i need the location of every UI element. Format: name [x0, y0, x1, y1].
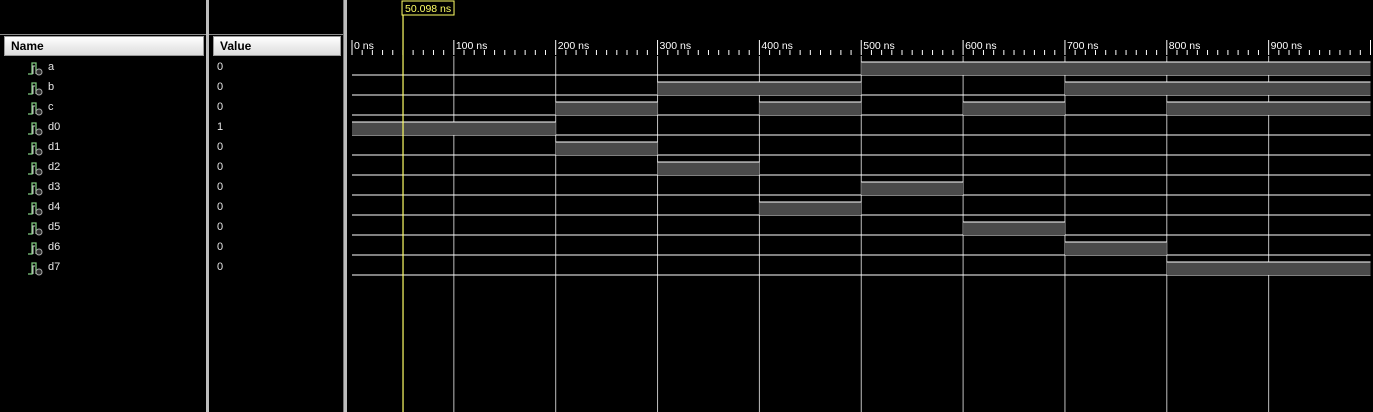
- time-tick-label: 800 ns: [1169, 40, 1201, 52]
- signal-name: d2: [48, 161, 61, 173]
- name-column-header[interactable]: Name: [4, 36, 204, 56]
- signal-value: 0: [217, 61, 224, 73]
- value-row-d1[interactable]: 0: [209, 138, 343, 158]
- value-row-d6[interactable]: 0: [209, 238, 343, 258]
- signal-row-d3[interactable]: d3: [0, 178, 206, 198]
- waveform-high-d0: [352, 122, 556, 135]
- cursor-label-box: [401, 0, 455, 16]
- signal-row-d5[interactable]: d5: [0, 218, 206, 238]
- value-column-header[interactable]: Value: [213, 36, 341, 56]
- signal-icon: [27, 240, 43, 256]
- time-tick-label: 600 ns: [965, 40, 997, 52]
- signal-value: 0: [217, 261, 224, 273]
- signal-row-b[interactable]: b: [0, 78, 206, 98]
- value-row-c[interactable]: 0: [209, 98, 343, 118]
- signal-icon: [27, 140, 43, 156]
- signal-names-pane: Name a b c d0 d1 d2 d3 d4 d5 d6 d7: [0, 0, 207, 412]
- waveform-high-c: [759, 102, 862, 115]
- signal-row-d6[interactable]: d6: [0, 238, 206, 258]
- signal-value: 0: [217, 141, 224, 153]
- waveform-high-b: [657, 82, 862, 95]
- signal-name: b: [48, 81, 55, 93]
- waveform-high-b: [1064, 82, 1371, 95]
- names-top-area: [0, 0, 206, 35]
- signal-icon: [27, 160, 43, 176]
- value-row-d2[interactable]: 0: [209, 158, 343, 178]
- signal-value: 0: [217, 241, 224, 253]
- signal-name: c: [48, 101, 54, 113]
- signal-row-d7[interactable]: d7: [0, 258, 206, 278]
- signal-icon: [27, 120, 43, 136]
- waveform-high-c: [963, 102, 1065, 115]
- values-top-area: [209, 0, 343, 35]
- signal-icon: [27, 260, 43, 276]
- value-row-a[interactable]: 0: [209, 58, 343, 78]
- waveform-high-d2: [657, 162, 760, 175]
- value-row-d7[interactable]: 0: [209, 258, 343, 278]
- waveform-high-d5: [963, 222, 1065, 235]
- value-row-d3[interactable]: 0: [209, 178, 343, 198]
- signal-name: d0: [48, 121, 61, 133]
- time-tick-label: 300 ns: [660, 40, 692, 52]
- signal-name: d3: [48, 181, 61, 193]
- value-row-b[interactable]: 0: [209, 78, 343, 98]
- signal-value: 0: [217, 101, 224, 113]
- signal-row-d4[interactable]: d4: [0, 198, 206, 218]
- waveform-high-c: [555, 102, 658, 115]
- time-tick-label: 400 ns: [761, 40, 793, 52]
- signal-value: 0: [217, 161, 224, 173]
- cursor-time-label: 50.098 ns: [405, 3, 451, 15]
- signal-name: d4: [48, 201, 61, 213]
- value-row-d0[interactable]: 1: [209, 118, 343, 138]
- signal-row-a[interactable]: a: [0, 58, 206, 78]
- signal-row-d2[interactable]: d2: [0, 158, 206, 178]
- value-row-d4[interactable]: 0: [209, 198, 343, 218]
- signal-name: d6: [48, 241, 61, 253]
- signal-icon: [27, 60, 43, 76]
- time-tick-label: 100 ns: [456, 40, 488, 52]
- signal-value: 0: [217, 181, 224, 193]
- waveform-high-d1: [555, 142, 658, 155]
- signal-value: 0: [217, 221, 224, 233]
- waveform-high-d4: [759, 202, 862, 215]
- signal-name: d7: [48, 261, 61, 273]
- waveform-pane[interactable]: 0 ns 100 ns 200 ns 300 ns 400 ns 500 ns 600 ns…: [344, 0, 1373, 412]
- waveform-high-d7: [1166, 262, 1371, 275]
- time-tick-label: 700 ns: [1067, 40, 1099, 52]
- waveform-high-d3: [861, 182, 964, 195]
- signal-value: 1: [217, 121, 224, 133]
- waveform-high-d6: [1064, 242, 1167, 255]
- time-tick-label: 200 ns: [558, 40, 590, 52]
- waveform-high-c: [1166, 102, 1371, 115]
- signal-icon: [27, 80, 43, 96]
- signal-values-pane: Value 0 0 0 1 0 0 0 0 0 0 0: [206, 0, 344, 412]
- signal-value: 0: [217, 81, 224, 93]
- value-row-d5[interactable]: 0: [209, 218, 343, 238]
- time-tick-label: 500 ns: [863, 40, 895, 52]
- signal-icon: [27, 180, 43, 196]
- signal-icon: [27, 100, 43, 116]
- signal-row-d1[interactable]: d1: [0, 138, 206, 158]
- signal-name: d1: [48, 141, 61, 153]
- time-tick-label: 900 ns: [1271, 40, 1303, 52]
- signal-icon: [27, 220, 43, 236]
- signal-name: a: [48, 61, 55, 73]
- time-tick-label: 0 ns: [354, 40, 374, 52]
- signal-row-d0[interactable]: d0: [0, 118, 206, 138]
- signal-row-c[interactable]: c: [0, 98, 206, 118]
- signal-value: 0: [217, 201, 224, 213]
- waveform-high-a: [861, 62, 1371, 75]
- signal-icon: [27, 200, 43, 216]
- waveform-canvas[interactable]: 0 ns 100 ns 200 ns 300 ns 400 ns 500 ns 600 ns…: [347, 0, 1373, 412]
- signal-name: d5: [48, 221, 61, 233]
